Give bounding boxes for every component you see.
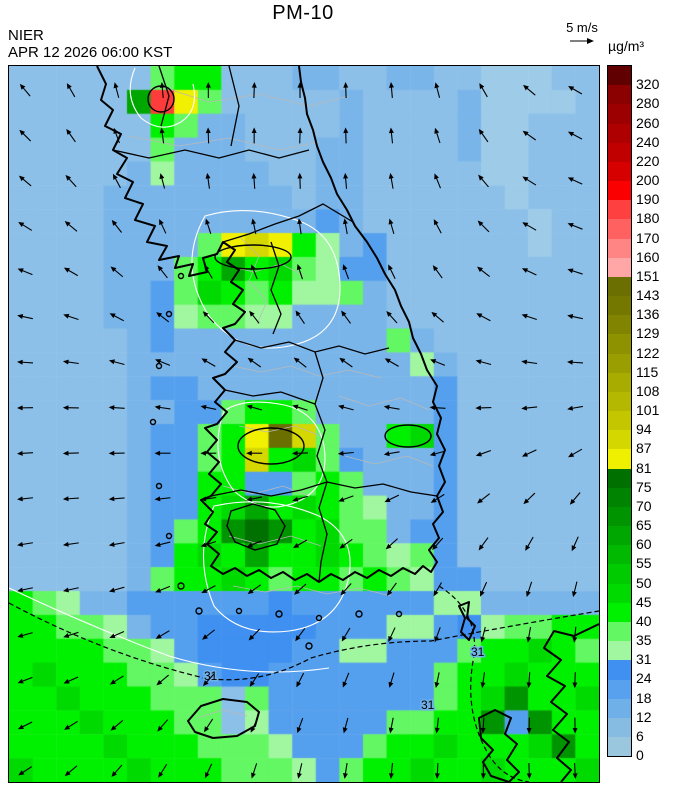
colorbar-segment [608,583,631,603]
wind-vector-arrows [17,82,584,779]
dashed-contour-lines [9,585,599,782]
colorbar-segment [608,411,631,431]
colorbar-label: 240 [636,133,660,150]
wind-scale-arrow-icon [570,38,594,44]
colorbar-segment [608,641,631,661]
concentration-heatmap-canvas [9,66,599,782]
colorbar-label: 55 [636,555,652,572]
colorbar-segment [608,161,631,182]
colorbar-label: 45 [636,593,652,610]
svg-text:31: 31 [421,698,435,712]
colorbar-label: 170 [636,229,660,246]
colorbar-segment [608,296,631,316]
colorbar-segment [608,257,631,277]
colorbar-label: 40 [636,612,652,629]
colorbar-label: 65 [636,517,652,533]
colorbar-label: 160 [636,248,660,265]
colorbar-label: 200 [636,172,660,188]
colorbar-segment [608,238,631,258]
colorbar-segment [608,219,631,239]
page-title: PM-10 [272,2,334,24]
colorbar-label: 260 [636,114,660,131]
colorbar-labels: 320 280 260 240 220 200 190 180 170 160 151 143 136 1… [636,65,672,763]
colorbar [607,65,632,757]
colorbar-label: 50 [636,574,652,591]
contour-labels: 31 31 31 [203,644,487,714]
units-label: µg/m³ [608,38,645,54]
colorbar-segment [608,487,631,507]
colorbar-label: 151 [636,267,660,284]
province-boundaries [112,66,438,583]
colorbar-label: 280 [636,95,660,112]
colorbar-segment [608,506,631,527]
colorbar-segment [608,353,631,373]
colorbar-label: 35 [636,632,652,648]
colorbar-segment [608,181,631,201]
colorbar-segment [608,66,631,86]
wind-scale-legend: 5 m/s [552,20,612,46]
colorbar-label: 75 [636,478,652,495]
colorbar-segment [608,468,631,488]
japan-coastline [543,623,599,782]
colorbar-label: 115 [636,363,659,380]
wind-scale-label: 5 m/s [566,20,598,35]
colorbar-segment [608,679,631,699]
colorbar-label: 101 [636,402,660,418]
colorbar-segment [608,717,631,738]
colorbar-label: 108 [636,382,660,399]
colorbar-segment [608,698,631,718]
colorbar-segment [608,85,631,105]
colorbar-label: 94 [636,421,652,438]
colorbar-label: 18 [636,689,652,706]
county-boundary-lines [128,85,434,719]
colorbar-segment [608,200,631,220]
small-islands [149,272,403,650]
colorbar-label: 320 [636,76,660,93]
svg-text:31: 31 [204,669,218,683]
colorbar-segment [608,621,631,642]
org-label: NIER [8,27,44,44]
colorbar-label: 129 [636,325,660,342]
colorbar-label: 6 [636,727,644,744]
colorbar-segment [608,660,631,680]
colorbar-segment [608,430,631,450]
colorbar-label: 24 [636,670,652,687]
colorbar-segment [608,315,631,335]
colorbar-label: 180 [636,210,660,227]
jeju-island-coastline [187,698,260,739]
colorbar-segment [608,564,631,584]
tsushima-island-coastline [458,601,476,641]
colorbar-segment [608,545,631,565]
colorbar-segment [608,276,631,297]
map-overlay: 31 31 31 [9,66,599,782]
colorbar-label: 70 [636,497,652,514]
colorbar-segment [608,737,631,757]
svg-text:31: 31 [471,645,485,659]
colorbar-segment [608,449,631,469]
colorbar-label: 0 [636,747,644,763]
colorbar-label: 143 [636,287,660,303]
colorbar-segment [608,104,631,124]
map-area: 31 31 31 [8,65,600,783]
colorbar-label: 190 [636,191,660,208]
colorbar-label: 220 [636,152,660,169]
colorbar-label: 136 [636,306,660,323]
colorbar-segment [608,334,631,354]
colorbar-label: 81 [636,459,652,476]
datetime-label: APR 12 2026 06:00 KST [8,44,173,61]
colorbar-label: 60 [636,536,652,553]
colorbar-label: 12 [636,708,652,725]
colorbar-segment [608,391,631,412]
colorbar-label: 122 [636,344,660,361]
white-contour-lines [9,67,351,673]
colorbar-segment [608,142,631,162]
colorbar-segment [608,123,631,143]
colorbar-label: 31 [636,651,652,668]
colorbar-segment [608,372,631,392]
colorbar-segment [608,602,631,622]
colorbar-segment [608,526,631,546]
colorbar-label: 87 [636,440,652,457]
